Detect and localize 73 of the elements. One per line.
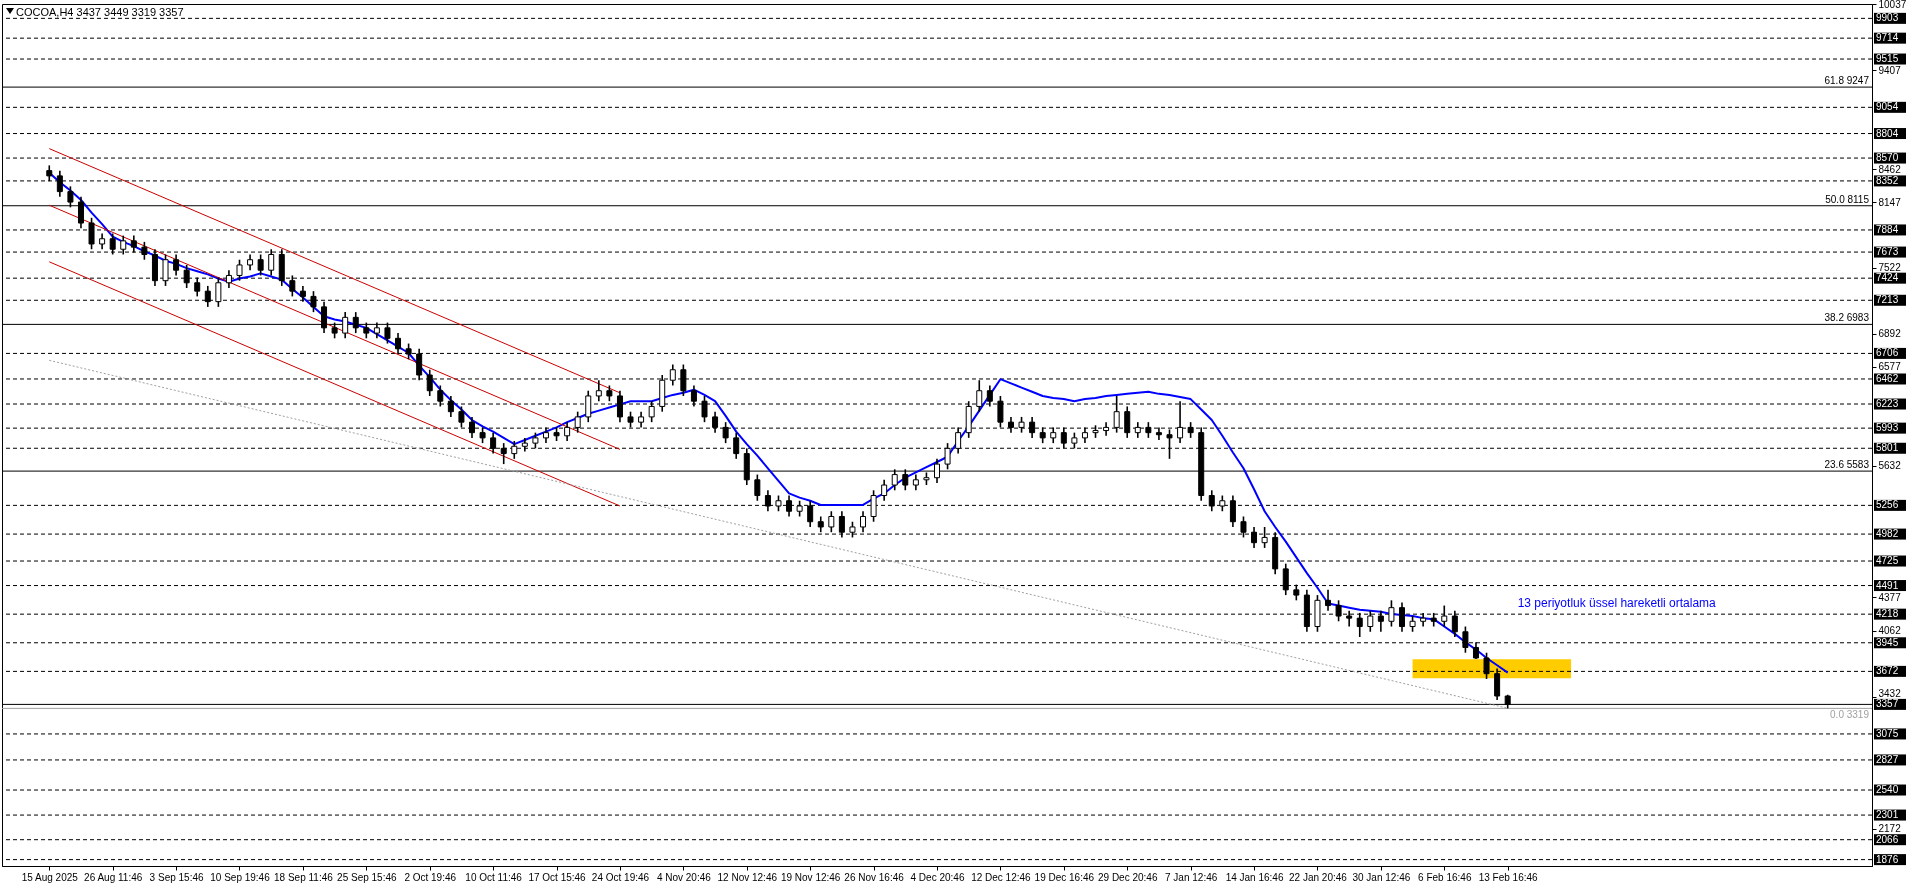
- x-tick-label: 13 Feb 16:46: [1478, 871, 1539, 883]
- x-tick-label: 18 Sep 11:46: [274, 871, 334, 883]
- chart-title: COCOA,H4 3437 3449 3319 3357: [16, 6, 184, 18]
- x-tick-label: 3 Sep 15:46: [149, 871, 204, 883]
- ref-line-label: 61.8 9247: [1824, 75, 1870, 87]
- y-tick-label: 3432: [1878, 688, 1902, 700]
- ref-line-label: 7213: [1876, 294, 1899, 306]
- x-tick-label: 19 Dec 16:46: [1034, 871, 1095, 883]
- ref-line-label: 7884: [1876, 223, 1899, 235]
- x-tick-label: 26 Aug 11:46: [84, 871, 143, 883]
- x-tick-label: 12 Dec 12:46: [971, 871, 1032, 883]
- ref-line-label: 3075: [1876, 727, 1899, 739]
- ref-line-label: 3945: [1876, 636, 1899, 648]
- x-tick-label: 10 Oct 11:46: [465, 871, 523, 883]
- x-tick-label: 4 Nov 20:46: [656, 871, 712, 883]
- y-tick-label: 9407: [1878, 64, 1902, 76]
- ref-line-label: 4218: [1876, 608, 1899, 620]
- ref-line-label: 9903: [1876, 12, 1899, 24]
- x-tick-label: 15 Aug 2025: [21, 871, 79, 883]
- x-tick-label: 2 Oct 19:46: [404, 871, 457, 883]
- ref-line-label: 9714: [1876, 32, 1899, 44]
- ref-line-label: 3672: [1876, 665, 1899, 677]
- x-tick-label: 22 Jan 20:46: [1289, 871, 1348, 883]
- x-tick-label: 14 Jan 16:46: [1225, 871, 1284, 883]
- ref-line-label: 2301: [1876, 809, 1899, 821]
- ref-line-label: 38.2 6983: [1824, 312, 1870, 324]
- ref-line-label: 2827: [1876, 753, 1899, 765]
- x-tick-label: 7 Jan 12:46: [1165, 871, 1218, 883]
- ref-line-label: 4725: [1876, 555, 1899, 567]
- ref-line-label: 6462: [1876, 372, 1899, 384]
- x-tick-label: 19 Nov 12:46: [780, 871, 841, 883]
- ref-line-label: 0.0 3319: [1830, 709, 1870, 721]
- x-tick-label: 26 Nov 16:46: [844, 871, 905, 883]
- y-tick-label: 6892: [1878, 328, 1902, 340]
- y-tick-label: 8462: [1878, 163, 1902, 175]
- ref-line-label: 4982: [1876, 528, 1899, 540]
- ref-line-label: 8570: [1876, 152, 1899, 164]
- x-tick-label: 6 Feb 16:46: [1418, 871, 1472, 883]
- ref-line-label: 2540: [1876, 784, 1899, 796]
- ref-line-label: 1876: [1876, 853, 1899, 865]
- ref-line-label: 7424: [1876, 272, 1899, 284]
- ref-line-label: 9515: [1876, 53, 1899, 65]
- ref-line-label: 4491: [1876, 579, 1899, 591]
- x-tick-label: 12 Nov 12:46: [717, 871, 778, 883]
- x-tick-label: 17 Oct 15:46: [528, 871, 587, 883]
- ref-line-label: 6706: [1876, 347, 1899, 359]
- ref-line-label: 23.6 5583: [1824, 459, 1870, 471]
- ref-line-label: 2066: [1876, 833, 1899, 845]
- ref-line-label: 50.0 8115: [1825, 193, 1870, 205]
- y-tick-label: 7522: [1878, 262, 1902, 274]
- y-tick-label: 2172: [1878, 823, 1902, 835]
- ref-line-label: 6223: [1876, 398, 1899, 410]
- ref-line-label: 9054: [1876, 101, 1899, 113]
- ref-line-label: 5801: [1876, 442, 1899, 454]
- y-tick-label: 10037: [1878, 0, 1907, 10]
- ref-line-label: 5256: [1876, 499, 1899, 511]
- x-tick-label: 29 Dec 20:46: [1097, 871, 1158, 883]
- x-tick-label: 24 Oct 19:46: [591, 871, 650, 883]
- y-tick-label: 6577: [1878, 361, 1902, 373]
- ref-line-label: 8804: [1876, 127, 1899, 139]
- x-tick-label: 10 Sep 19:46: [210, 871, 271, 883]
- ref-line-label: 5993: [1876, 422, 1899, 434]
- ref-line-label: 8352: [1876, 174, 1899, 186]
- ref-line-label: 3357: [1876, 698, 1899, 710]
- y-tick-label: 8147: [1878, 196, 1902, 208]
- y-tick-label: 4377: [1878, 592, 1902, 603]
- x-tick-label: 4 Dec 20:46: [910, 871, 965, 883]
- y-tick-label: 4062: [1878, 625, 1902, 637]
- text: 13 periyotluk üssel hareketli ortalama: [1517, 595, 1717, 610]
- ref-line-label: 7673: [1876, 246, 1899, 258]
- x-tick-label: 25 Sep 15:46: [337, 871, 397, 883]
- y-tick-label: 5632: [1878, 460, 1902, 472]
- x-tick-label: 30 Jan 12:46: [1352, 871, 1411, 883]
